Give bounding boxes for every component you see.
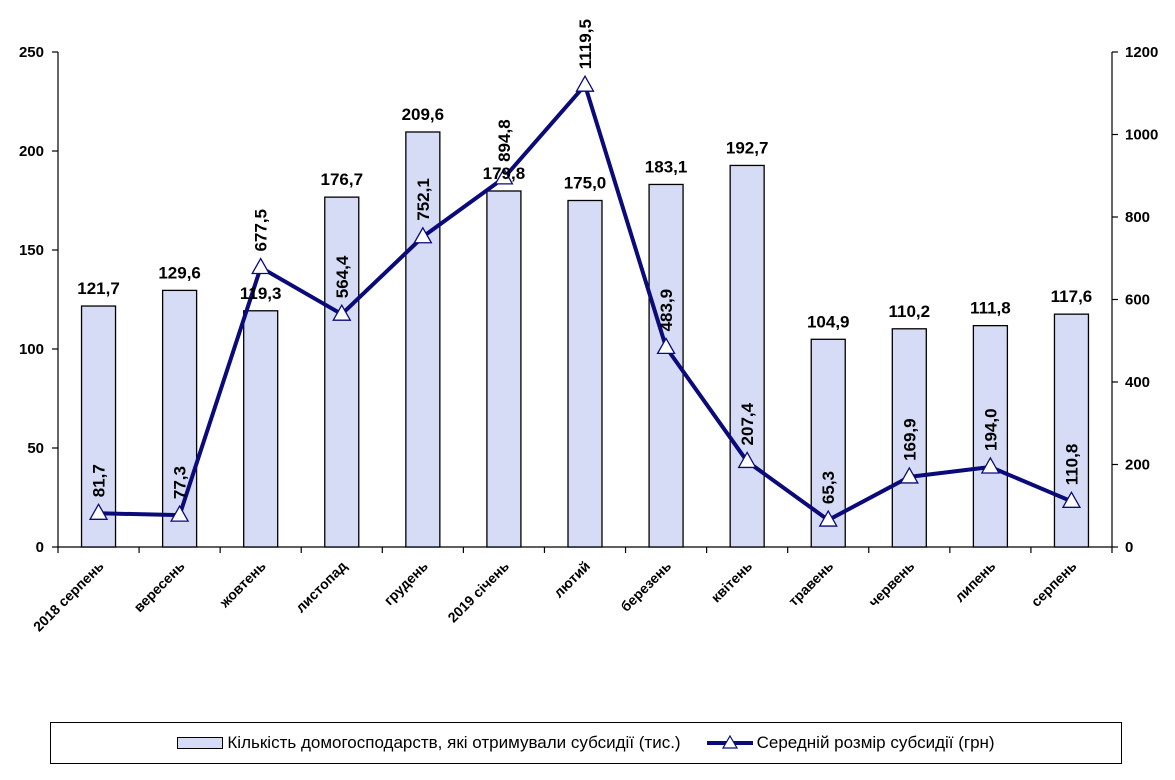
- x-category-label: березень: [617, 558, 674, 615]
- y-left-tick-label: 250: [19, 44, 44, 61]
- bar: [1053, 313, 1090, 548]
- x-category-label: листопад: [292, 558, 350, 616]
- line-point-marker: [980, 456, 1001, 474]
- bar-data-label: 176,7: [320, 170, 363, 189]
- x-category-label: жовтень: [216, 558, 269, 611]
- y-right-tick-label: 600: [1125, 292, 1150, 309]
- y-right-tick-label: 400: [1125, 374, 1150, 391]
- y-right-tick-label: 1000: [1125, 127, 1158, 144]
- x-category-label: червень: [865, 558, 917, 610]
- labels-layer: 121,7 129,6 119,3 176,7 209,6 179,8 175,0 183,1…: [77, 19, 1092, 504]
- bar-data-label: 175,0: [564, 174, 607, 193]
- y-left-tick-label: 100: [19, 341, 44, 358]
- line-point-marker: [1061, 490, 1082, 508]
- bars-layer: [80, 131, 1090, 548]
- line-point-marker: [575, 74, 595, 92]
- combo-chart: 0 50 100 150 200 250 0 200 400 600 800 1000 1200 2018…: [19, 19, 1158, 635]
- line-point-marker: [413, 226, 433, 244]
- line-data-label: 81,7: [90, 464, 109, 497]
- line-data-label: 752,1: [414, 178, 433, 221]
- bar: [405, 131, 441, 548]
- legend: Кількість домогосподарств, які отримувал…: [50, 722, 1122, 764]
- x-category-label: вересень: [130, 558, 188, 616]
- bar: [161, 289, 198, 548]
- x-category-label: 2018 серпень: [30, 558, 107, 635]
- line-point-marker: [818, 509, 838, 527]
- bar: [567, 199, 603, 548]
- line-data-label: 194,0: [981, 408, 1000, 451]
- line-data-label: 1119,5: [576, 19, 595, 69]
- bar-data-label: 129,6: [158, 263, 201, 282]
- line-data-label: 207,4: [738, 402, 757, 445]
- line-data-label: 77,3: [171, 466, 190, 499]
- y-left-tick-label: 150: [19, 242, 44, 259]
- bar-data-label: 110,2: [889, 302, 931, 321]
- line-point-marker: [332, 303, 352, 321]
- line-data-label: 894,8: [495, 119, 514, 162]
- bar-data-label: 117,6: [1051, 287, 1093, 306]
- legend-line-swatch: [706, 735, 753, 749]
- bar-data-label: 104,9: [807, 312, 850, 331]
- line-data-label: 564,4: [333, 255, 352, 298]
- line-point-marker: [169, 504, 190, 522]
- bar: [891, 328, 927, 548]
- x-category-label: квітень: [708, 558, 756, 606]
- line-point-marker: [737, 451, 757, 469]
- x-category-label: липень: [951, 558, 999, 606]
- line-data-label: 677,5: [252, 209, 271, 252]
- line-data-label: 65,3: [819, 471, 838, 504]
- legend-item-line: Середній розмір субсидії (грн): [706, 733, 995, 753]
- line-layer: [88, 74, 1082, 527]
- bar-data-label: 192,7: [726, 138, 769, 157]
- y-left-tick-label: 200: [19, 143, 44, 160]
- bar: [486, 190, 522, 548]
- line-point-marker: [899, 466, 919, 484]
- y-left-tick-label: 50: [27, 440, 44, 457]
- bar: [729, 164, 765, 548]
- x-category-label: грудень: [380, 558, 431, 609]
- y-right-tick-label: 200: [1125, 457, 1150, 474]
- line-point-marker: [88, 502, 109, 520]
- bar-data-label: 111,8: [970, 299, 1011, 318]
- y-right-tick-label: 0: [1125, 539, 1133, 556]
- bar: [243, 310, 279, 548]
- legend-bar-label: Кількість домогосподарств, які отримувал…: [227, 733, 681, 752]
- x-category-label: травень: [785, 558, 837, 610]
- y-left-tick-label: 0: [36, 539, 44, 556]
- legend-item-bar: Кількість домогосподарств, які отримувал…: [177, 733, 681, 753]
- y-right-tick-label: 800: [1125, 209, 1150, 226]
- bar: [972, 324, 1009, 548]
- bar-data-label: 183,1: [645, 157, 688, 176]
- line-point-marker: [251, 257, 271, 275]
- bar-data-label: 209,6: [402, 105, 445, 124]
- line-data-label: 483,9: [657, 289, 676, 332]
- legend-line-label: Середній розмір субсидії (грн): [756, 733, 995, 752]
- bar: [324, 196, 360, 548]
- bar-data-label: 121,7: [77, 279, 120, 298]
- line-data-label: 110,8: [1062, 444, 1081, 486]
- line-point-marker: [494, 167, 514, 185]
- x-category-label: лютий: [550, 558, 593, 601]
- y-right-tick-label: 1200: [1125, 44, 1158, 61]
- bar-data-label: 119,3: [240, 284, 282, 303]
- line-point-marker: [656, 337, 676, 355]
- x-category-label: серпень: [1028, 558, 1080, 610]
- x-category-label: 2019 січень: [444, 558, 512, 626]
- bar-data-label: 179,8: [483, 164, 526, 183]
- line-data-label: 169,9: [900, 418, 919, 461]
- legend-bar-swatch: [177, 737, 224, 749]
